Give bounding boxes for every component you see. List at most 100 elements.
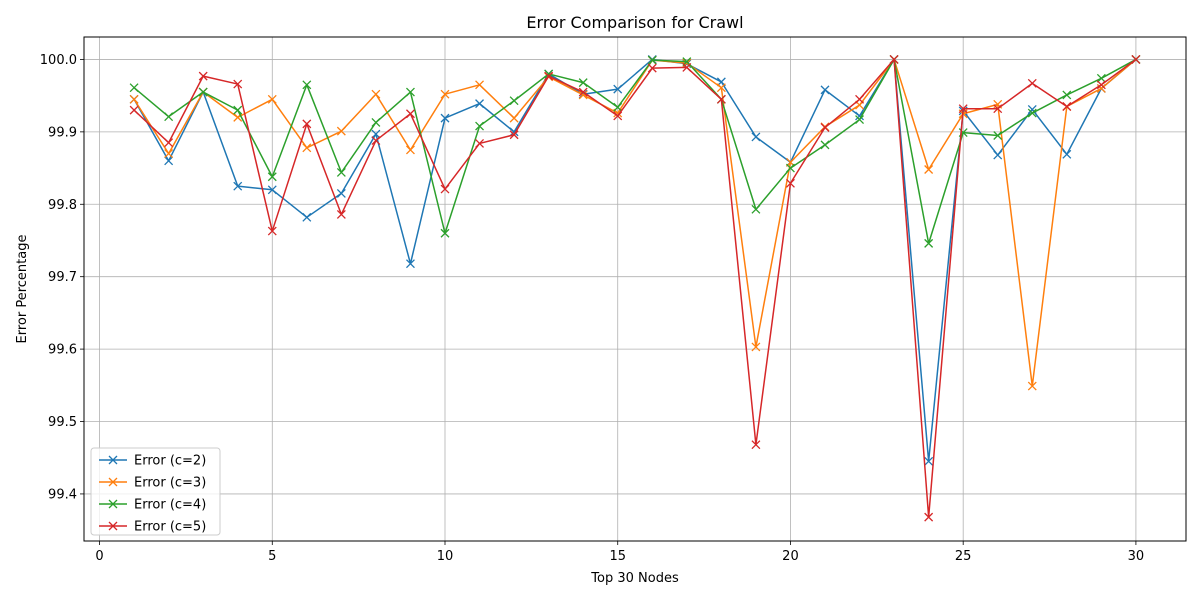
y-tick-label: 99.6 — [48, 343, 77, 358]
y-tick-label: 99.9 — [48, 125, 77, 140]
data-point-marker — [1027, 78, 1037, 88]
data-point-marker — [889, 54, 899, 64]
data-point-marker — [509, 113, 519, 123]
data-point-marker — [371, 89, 381, 99]
series-line — [133, 58, 1137, 463]
legend-item: Error (c=5) — [99, 520, 206, 535]
data-point-marker — [613, 111, 623, 121]
data-point-marker — [405, 145, 415, 155]
data-point-marker — [198, 87, 208, 97]
legend-label: Error (c=2) — [134, 454, 206, 469]
legend-marker — [108, 521, 118, 531]
data-point-marker — [440, 228, 450, 238]
legend-item: Error (c=2) — [99, 454, 206, 469]
data-point-marker — [578, 90, 588, 100]
data-point-marker — [233, 105, 243, 115]
data-point-marker — [475, 80, 485, 90]
data-point-marker — [716, 94, 726, 104]
legend-marker — [108, 477, 118, 487]
legend-label: Error (c=5) — [134, 520, 206, 535]
data-point-marker — [267, 226, 277, 236]
plot-area-frame — [83, 36, 1187, 542]
data-point-marker — [164, 149, 174, 159]
data-point-marker — [855, 111, 865, 121]
data-point-marker — [405, 109, 415, 119]
data-point-marker — [1027, 381, 1037, 391]
data-point-marker — [1096, 73, 1106, 83]
data-point-marker — [336, 209, 346, 219]
y-tick-label: 100.0 — [40, 53, 77, 68]
data-point-marker — [267, 172, 277, 182]
x-tick-label: 5 — [268, 549, 276, 564]
data-point-marker — [1062, 102, 1072, 111]
x-tick-label: 0 — [95, 549, 103, 564]
data-point-marker — [129, 105, 139, 115]
data-point-marker — [336, 167, 346, 177]
data-point-marker — [1096, 80, 1106, 90]
data-point-marker — [509, 96, 519, 106]
data-point-marker — [371, 117, 381, 127]
data-point-marker — [924, 512, 934, 522]
data-point-marker — [647, 63, 657, 73]
data-point-marker — [371, 129, 381, 139]
data-point-marker — [544, 71, 554, 81]
data-point-marker — [924, 238, 934, 248]
data-point-marker — [785, 163, 795, 173]
data-point-marker — [302, 80, 312, 90]
data-point-marker — [993, 104, 1003, 114]
y-tick-label: 99.8 — [48, 198, 77, 213]
data-point-marker — [1027, 108, 1037, 118]
data-point-marker — [475, 99, 485, 109]
legend-item: Error (c=4) — [99, 498, 206, 513]
series-3 — [129, 54, 1141, 248]
data-point-marker — [198, 71, 208, 81]
data-point-marker — [855, 115, 865, 125]
data-point-marker — [578, 78, 588, 88]
data-point-marker — [440, 113, 450, 123]
data-point-marker — [785, 178, 795, 188]
data-point-marker — [613, 102, 623, 112]
data-point-marker — [164, 112, 174, 122]
data-point-marker — [405, 259, 415, 269]
data-point-marker — [682, 62, 692, 72]
data-point-marker — [924, 165, 934, 174]
legend-label: Error (c=4) — [134, 498, 206, 513]
data-point-marker — [267, 185, 277, 195]
data-point-marker — [820, 123, 830, 132]
data-point-marker — [129, 94, 139, 104]
series-4 — [129, 54, 1141, 522]
data-point-marker — [820, 85, 830, 95]
data-point-marker — [578, 87, 588, 97]
data-point-marker — [993, 131, 1003, 140]
data-point-marker — [164, 156, 174, 166]
data-point-marker — [647, 55, 657, 65]
data-point-marker — [716, 83, 726, 93]
data-point-marker — [336, 188, 346, 198]
series-line — [133, 58, 1137, 518]
legend: Error (c=2) Error (c=3) Error (c=4) Error (… — [90, 447, 221, 536]
data-point-marker — [509, 130, 519, 140]
data-point-marker — [751, 132, 761, 142]
data-point-marker — [751, 440, 761, 450]
data-point-marker — [164, 138, 174, 148]
data-point-marker — [924, 456, 934, 466]
legend-item: Error (c=3) — [99, 476, 206, 491]
data-point-marker — [440, 184, 450, 194]
data-point-marker — [1131, 54, 1141, 64]
axis-ticks: 0 5 10 15 20 25 30 99.4 99.5 99.6 99.7 99.8 99.9 100.… — [40, 53, 1144, 564]
data-point-marker — [302, 212, 312, 222]
data-point-marker — [371, 136, 381, 146]
data-point-marker — [751, 342, 761, 352]
y-tick-label: 99.5 — [48, 415, 77, 430]
data-point-marker — [682, 58, 692, 68]
data-point-marker — [855, 94, 865, 104]
data-point-marker — [129, 83, 139, 93]
data-point-marker — [475, 121, 485, 131]
data-point-marker — [267, 94, 277, 104]
chart-title: Error Comparison for Crawl — [526, 13, 743, 32]
x-tick-label: 30 — [1128, 549, 1145, 564]
data-point-marker — [751, 204, 761, 214]
x-tick-label: 25 — [955, 549, 972, 564]
data-point-marker — [302, 119, 312, 129]
data-point-marker — [1062, 90, 1072, 100]
